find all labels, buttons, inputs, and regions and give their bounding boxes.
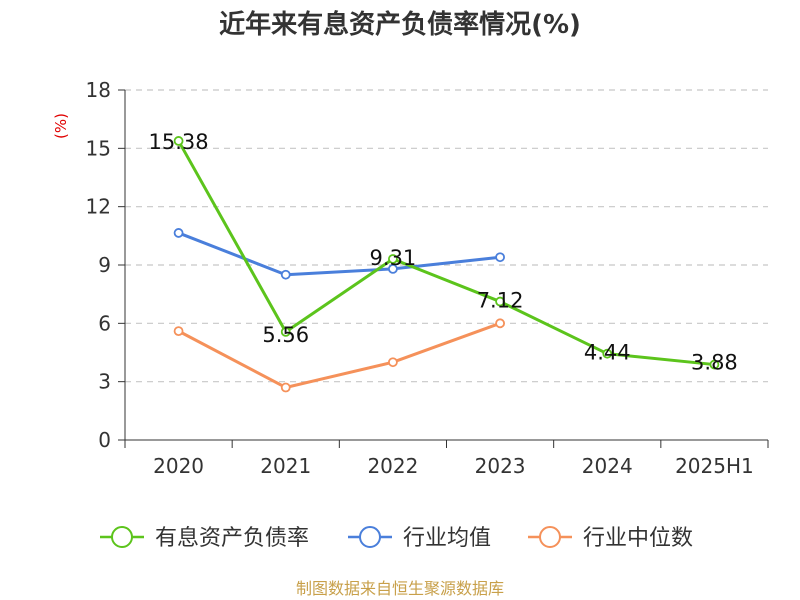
legend-marker xyxy=(111,526,133,548)
legend-marker xyxy=(359,526,381,548)
legend-label: 行业中位数 xyxy=(583,526,693,551)
data-point xyxy=(388,263,398,274)
source-note: 制图数据来自恒生聚源数据库 xyxy=(296,579,504,598)
data-point xyxy=(495,252,505,263)
data-point xyxy=(602,348,613,359)
x-tick-label: 2020 xyxy=(153,454,204,478)
data-point xyxy=(709,359,720,370)
axes: 0 3 6 9 12 15 18 2020 2021 2022 2023 2024 2025H1 xyxy=(86,78,769,478)
gridlines xyxy=(125,89,768,383)
series-group xyxy=(173,136,720,393)
legend-item: 有息资产负债率 xyxy=(100,526,309,551)
data-label: 4.44 xyxy=(584,341,631,365)
data-label: 3.88 xyxy=(691,351,738,375)
y-tick-label: 9 xyxy=(98,253,111,277)
x-tick-label: 2024 xyxy=(582,454,633,478)
y-tick-label: 3 xyxy=(98,370,111,394)
legend: 有息资产负债率 行业均值 行业中位数 xyxy=(100,526,693,551)
x-tick-label: 2023 xyxy=(475,454,526,478)
data-point xyxy=(173,326,184,337)
data-label: 5.56 xyxy=(262,323,309,347)
y-tick-label: 0 xyxy=(98,428,111,452)
chart-title: 近年来有息资产负债率情况(%) xyxy=(219,9,581,40)
data-point xyxy=(173,228,184,238)
y-tick-label: 15 xyxy=(86,136,111,160)
data-point xyxy=(280,326,291,337)
y-tick-label: 6 xyxy=(98,311,111,335)
legend-label: 行业均值 xyxy=(403,526,491,551)
data-point xyxy=(280,269,291,280)
x-tick-label: 2022 xyxy=(367,454,418,478)
data-point xyxy=(280,382,291,393)
y-tick-label: 12 xyxy=(86,195,111,219)
legend-item: 行业中位数 xyxy=(528,526,693,551)
y-tick-label: 18 xyxy=(86,78,111,102)
legend-item: 行业均值 xyxy=(348,526,491,551)
data-labels: 15.38 5.56 9.31 7.12 4.44 3.88 xyxy=(149,130,738,375)
series-line xyxy=(177,140,715,367)
x-tick-label: 2025H1 xyxy=(675,454,754,478)
data-point xyxy=(388,254,398,264)
y-axis-label: (%) xyxy=(52,113,70,139)
x-tick-label: 2021 xyxy=(260,454,311,478)
data-label: 9.31 xyxy=(370,246,417,270)
series-line xyxy=(177,321,501,389)
data-point xyxy=(495,318,505,329)
legend-label: 有息资产负债率 xyxy=(155,526,309,551)
data-label: 7.12 xyxy=(477,289,524,313)
data-point xyxy=(388,357,398,368)
data-point xyxy=(495,296,505,307)
legend-marker xyxy=(539,526,561,548)
data-point xyxy=(173,136,184,146)
data-label: 15.38 xyxy=(149,130,209,154)
series-line xyxy=(178,231,501,277)
